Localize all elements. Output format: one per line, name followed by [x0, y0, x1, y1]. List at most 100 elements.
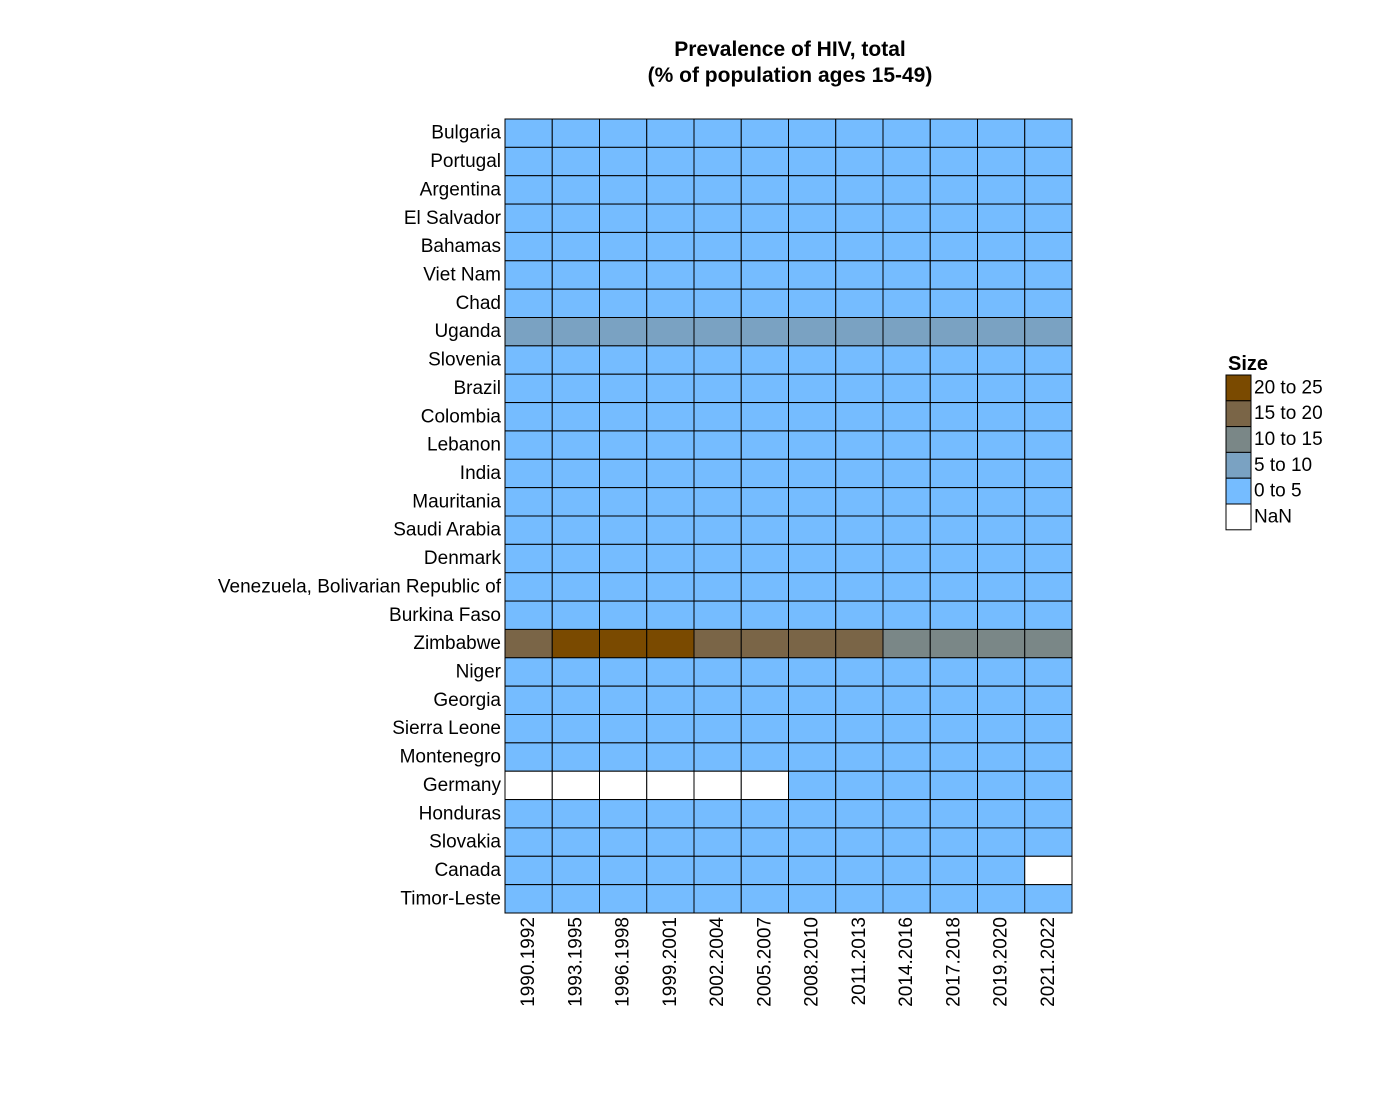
heatmap-cell	[551, 628, 600, 659]
heatmap-cell	[929, 657, 978, 687]
heatmap-cell	[504, 402, 553, 432]
heatmap-cell	[1024, 175, 1073, 205]
heatmap-cell	[929, 487, 978, 517]
legend-label: 20 to 25	[1254, 377, 1323, 398]
heatmap-cell	[835, 118, 884, 148]
heatmap-cell	[599, 260, 648, 290]
heatmap-cell	[788, 770, 837, 801]
heatmap-cell	[882, 260, 931, 290]
row-label: Slovenia	[428, 350, 501, 371]
heatmap-cell	[646, 458, 695, 489]
heatmap-cell	[835, 458, 884, 489]
row-label: Montenegro	[400, 747, 501, 768]
heatmap-cell	[835, 317, 884, 347]
heatmap-cell	[551, 458, 600, 489]
heatmap-cell	[882, 430, 931, 460]
heatmap-cell	[835, 742, 884, 772]
heatmap-cell	[835, 175, 884, 205]
heatmap-cell	[1024, 657, 1073, 687]
heatmap-cell	[882, 175, 931, 205]
heatmap-cell	[977, 175, 1026, 205]
legend-label: 5 to 10	[1254, 455, 1312, 476]
heatmap-cell	[693, 799, 742, 829]
row-label: Portugal	[430, 151, 501, 172]
heatmap-cell	[788, 884, 837, 914]
heatmap-cell	[646, 855, 695, 886]
heatmap-cell	[788, 572, 837, 602]
heatmap-cell	[788, 600, 837, 630]
heatmap-cell	[740, 373, 789, 404]
heatmap-cell	[646, 402, 695, 432]
heatmap-cell	[788, 118, 837, 148]
heatmap-cell	[740, 515, 789, 545]
heatmap-cell	[646, 770, 695, 801]
heatmap-cell	[929, 770, 978, 801]
heatmap-cell	[504, 742, 553, 772]
heatmap-cell	[693, 487, 742, 517]
heatmap-cell	[977, 288, 1026, 318]
row-label: Argentina	[420, 179, 502, 200]
heatmap-cell	[551, 770, 600, 801]
heatmap-cell	[977, 543, 1026, 574]
row-label: Niger	[456, 661, 502, 682]
heatmap-cell	[977, 458, 1026, 489]
heatmap-cell	[788, 231, 837, 262]
heatmap-cell	[646, 203, 695, 233]
heatmap-cell	[835, 657, 884, 687]
heatmap-cell	[599, 288, 648, 318]
heatmap-cell	[740, 430, 789, 460]
heatmap-cell	[835, 373, 884, 404]
heatmap-cell	[929, 515, 978, 545]
row-label: Mauritania	[412, 491, 501, 512]
heatmap-cell	[693, 884, 742, 914]
heatmap-cell	[740, 855, 789, 886]
heatmap-cell	[977, 600, 1026, 630]
heatmap-cell	[1024, 515, 1073, 545]
legend-swatch	[1225, 400, 1252, 428]
heatmap-cell	[977, 827, 1026, 857]
heatmap-cell	[882, 118, 931, 148]
heatmap-cell	[882, 770, 931, 801]
heatmap-cell	[740, 600, 789, 630]
heatmap-cell	[1024, 799, 1073, 829]
heatmap-cell	[693, 855, 742, 886]
heatmap-cell	[929, 175, 978, 205]
heatmap-cell	[646, 657, 695, 687]
heatmap-cell	[740, 146, 789, 177]
heatmap-cell	[835, 345, 884, 375]
heatmap-cell	[1024, 288, 1073, 318]
heatmap-cell	[882, 572, 931, 602]
heatmap-cell	[1024, 203, 1073, 233]
heatmap-cell	[504, 317, 553, 347]
heatmap-cell	[646, 714, 695, 744]
heatmap-cell	[740, 175, 789, 205]
heatmap-cell	[504, 628, 553, 659]
heatmap-cell	[835, 402, 884, 432]
row-label: Denmark	[424, 548, 502, 569]
heatmap-cell	[929, 203, 978, 233]
heatmap-cell	[504, 288, 553, 318]
heatmap-cell	[835, 430, 884, 460]
heatmap-cell	[929, 799, 978, 829]
heatmap-cell	[882, 685, 931, 716]
heatmap-cell	[551, 572, 600, 602]
heatmap-cell	[929, 827, 978, 857]
column-label: 2008.2010	[802, 917, 823, 1007]
heatmap-cell	[646, 430, 695, 460]
heatmap-cell	[646, 572, 695, 602]
heatmap-cell	[599, 770, 648, 801]
row-label: Saudi Arabia	[393, 520, 501, 541]
heatmap-cell	[1024, 317, 1073, 347]
heatmap-cell	[599, 827, 648, 857]
heatmap-cell	[504, 487, 553, 517]
heatmap-cell	[835, 288, 884, 318]
heatmap-cell	[646, 742, 695, 772]
heatmap-cell	[693, 288, 742, 318]
heatmap-cell	[835, 487, 884, 517]
legend-swatch	[1225, 503, 1252, 531]
legend-swatch	[1225, 426, 1252, 453]
heatmap-cell	[929, 373, 978, 404]
heatmap-cell	[977, 402, 1026, 432]
heatmap-cell	[929, 714, 978, 744]
heatmap-cell	[504, 345, 553, 375]
